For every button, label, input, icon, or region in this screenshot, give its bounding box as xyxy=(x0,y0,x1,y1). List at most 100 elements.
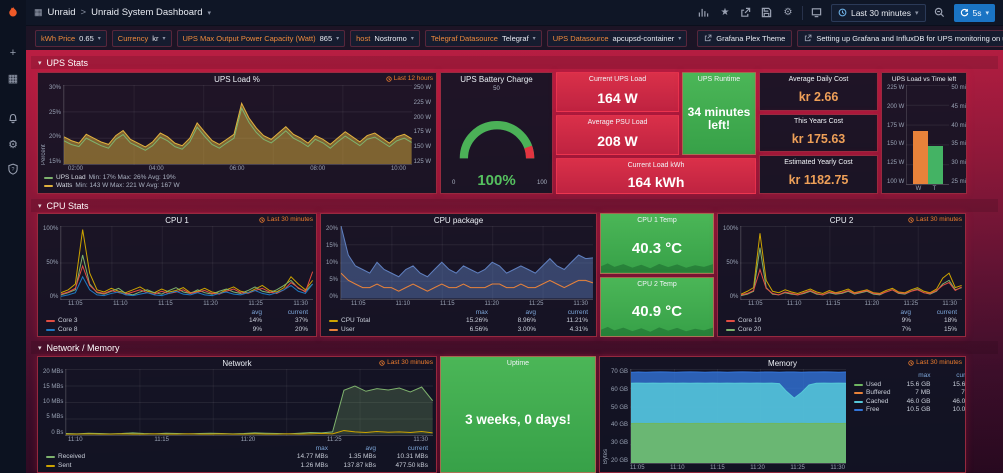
gear-icon[interactable]: ⚙ xyxy=(8,138,18,151)
legend-item[interactable]: CPU Total xyxy=(329,317,436,326)
tv-mode-icon[interactable] xyxy=(810,6,824,20)
panel-title[interactable]: This Years Cost xyxy=(793,117,844,125)
legend-item[interactable]: Received xyxy=(46,453,276,462)
panel-header[interactable]: UPS Battery Charge xyxy=(441,73,552,85)
save-icon[interactable] xyxy=(760,6,774,20)
tick-label: 250 W xyxy=(413,85,431,91)
variable-label: Currency xyxy=(117,33,149,43)
bar-watts[interactable] xyxy=(913,130,929,184)
tick-label: 15% xyxy=(326,242,339,249)
tick-label: 20% xyxy=(326,226,339,232)
panel-title[interactable]: Current Load kWh xyxy=(627,162,685,169)
panel-title[interactable]: Uptime xyxy=(506,360,530,367)
panel-title[interactable]: UPS Runtime xyxy=(697,76,741,83)
panel-title[interactable]: Average PSU Load xyxy=(587,119,648,126)
breadcrumb[interactable]: ▦ Unraid > Unraid System Dashboard ▾ xyxy=(34,7,211,18)
tick-label: 0 Bs xyxy=(51,429,64,436)
tick-label: 15 MBs xyxy=(43,384,64,391)
legend-item[interactable]: Free xyxy=(854,406,890,415)
legend-item[interactable]: Buffered xyxy=(854,389,890,398)
plus-icon[interactable]: + xyxy=(9,47,17,59)
legend-item[interactable]: User xyxy=(329,326,436,335)
legend-swatch xyxy=(44,177,53,179)
share-icon[interactable] xyxy=(739,6,753,20)
panel-uptime: Uptime 3 weeks, 0 days! xyxy=(440,356,596,473)
star-icon[interactable]: ★ xyxy=(720,7,730,18)
bar-time-left[interactable] xyxy=(928,146,944,184)
plot-area[interactable] xyxy=(740,226,962,300)
time-range-picker[interactable]: Last 30 minutes ▾ xyxy=(830,3,926,22)
settings-gear-icon[interactable]: ⚙ xyxy=(783,7,793,18)
tick-label: 100 W xyxy=(887,178,905,185)
legend-swatch xyxy=(726,320,735,323)
zoom-out-icon[interactable] xyxy=(933,6,947,20)
variable-ups-datasource[interactable]: UPS Datasource apcupsd-container ▾ xyxy=(546,29,688,47)
link-label: Setting up Grafana and InfluxDB for UPS … xyxy=(816,33,1003,43)
plot-area[interactable] xyxy=(630,369,846,464)
help-shield-icon[interactable]: ? xyxy=(4,160,22,178)
dashboard-title[interactable]: Unraid System Dashboard xyxy=(91,7,203,18)
legend-item[interactable]: Core 20 xyxy=(726,326,871,335)
panel-title[interactable]: CPU 1 Temp xyxy=(637,217,677,224)
variable-kwh-price[interactable]: kWh Price 0.65 ▾ xyxy=(35,29,107,47)
panel-title[interactable]: Current UPS Load xyxy=(588,76,647,83)
chevron-down-icon: ▾ xyxy=(532,35,536,42)
plot-area[interactable] xyxy=(65,369,433,436)
variable-label: UPS Max Output Power Capacity (Watt) xyxy=(182,33,316,43)
panel-header[interactable]: Memory Last 30 minutes xyxy=(600,357,965,369)
panel-header[interactable]: Network Last 30 minutes xyxy=(38,357,436,369)
ups-stats-row: UPS Load % Last 12 hours Percent 30% 25% 2… xyxy=(37,72,967,195)
panel-header[interactable]: UPS Load vs Time left xyxy=(882,73,966,85)
tick-label: 11:05 xyxy=(351,300,366,307)
time-range-indicator[interactable]: Last 30 minutes xyxy=(908,216,962,223)
sidebar: + ▦ ⚙ ? xyxy=(0,0,26,473)
row-header-ups-stats[interactable]: ▾ UPS Stats xyxy=(31,56,998,69)
add-panel-icon[interactable] xyxy=(697,6,711,20)
tick-label: 125 W xyxy=(887,160,905,167)
dashboards-icon[interactable]: ▦ xyxy=(7,72,19,85)
panel-ups-runtime: UPS Runtime 34 minutes left! xyxy=(682,72,756,155)
row-header-cpu-stats[interactable]: ▾ CPU Stats xyxy=(31,199,998,212)
tick-label: 175 W xyxy=(887,122,905,129)
legend-item[interactable]: Used xyxy=(854,381,890,390)
panel-header[interactable]: CPU 2 Last 30 minutes xyxy=(718,214,965,226)
legend-item[interactable]: Sent xyxy=(46,462,276,471)
cpu-stats-row: CPU 1 Last 30 minutes 100% 50% 0% 11:05 11:… xyxy=(37,213,966,337)
variable-telegraf-datasource[interactable]: Telegraf Datasource Telegraf ▾ xyxy=(424,29,542,47)
row-header-network-memory[interactable]: ▾ Network / Memory xyxy=(31,341,998,354)
panel-title[interactable]: CPU 2 Temp xyxy=(637,280,677,288)
gauge: 0 50 100 100% xyxy=(441,85,552,193)
variable-host[interactable]: host Nostromo ▾ xyxy=(350,29,420,47)
plot-area[interactable] xyxy=(906,85,950,185)
panel-header[interactable]: UPS Load % Last 12 hours xyxy=(38,73,436,85)
bell-icon[interactable] xyxy=(4,110,22,128)
legend-item[interactable]: Core 19 xyxy=(726,317,871,326)
panel-title[interactable]: Estimated Yearly Cost xyxy=(784,159,853,167)
variable-ups-max-output[interactable]: UPS Max Output Power Capacity (Watt) 865… xyxy=(176,29,346,47)
panel-header[interactable]: CPU package xyxy=(321,214,596,226)
time-range-indicator[interactable]: Last 12 hours xyxy=(385,75,433,82)
tick-label: 175 W xyxy=(413,129,431,136)
legend-item[interactable]: Core 3 xyxy=(46,317,222,326)
legend-item[interactable]: UPS Load Min: 17% Max: 26% Avg: 19% xyxy=(44,174,430,182)
time-range-indicator[interactable]: Last 30 minutes xyxy=(379,359,433,366)
panel-title: CPU 1 xyxy=(165,215,189,225)
link-ups-monitoring-guide[interactable]: Setting up Grafana and InfluxDB for UPS … xyxy=(797,29,1003,47)
link-grafana-plex-theme[interactable]: Grafana Plex Theme xyxy=(697,29,793,47)
plot-area[interactable] xyxy=(63,85,412,165)
plot-area[interactable] xyxy=(340,226,593,300)
legend-item[interactable]: Core 8 xyxy=(46,326,222,335)
legend-swatch xyxy=(854,400,863,403)
legend-item[interactable]: Cached xyxy=(854,398,890,407)
panel-title[interactable]: Average Daily Cost xyxy=(788,76,849,83)
breadcrumb-folder[interactable]: Unraid xyxy=(47,7,76,18)
y-axis-left: 70 GB 60 GB 50 GB 40 GB 30 GB 20 GB xyxy=(609,369,630,464)
panel-header[interactable]: CPU 1 Last 30 minutes xyxy=(38,214,316,226)
plot-area[interactable] xyxy=(60,226,313,300)
time-range-indicator[interactable]: Last 30 minutes xyxy=(908,359,962,366)
variable-currency[interactable]: Currency kr ▾ xyxy=(111,29,172,47)
refresh-button[interactable]: 5s ▾ xyxy=(953,3,995,22)
legend-item[interactable]: Watts Min: 143 W Max: 221 W Avg: 167 W xyxy=(44,182,430,190)
grafana-logo-icon[interactable] xyxy=(4,3,22,21)
time-range-indicator[interactable]: Last 30 minutes xyxy=(259,216,313,223)
